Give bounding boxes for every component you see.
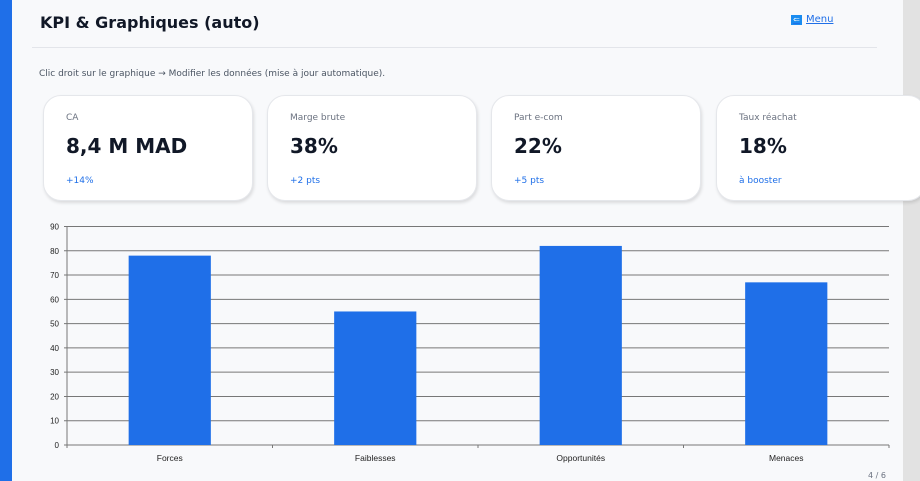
kpi-delta: +2 pts xyxy=(290,176,321,186)
back-arrow-icon: ⇐ xyxy=(791,14,802,25)
y-tick-label: 50 xyxy=(50,320,59,329)
x-tick-label: Forces xyxy=(157,453,183,463)
y-tick-label: 60 xyxy=(50,295,59,304)
kpi-delta: +14% xyxy=(66,176,94,186)
accent-bar xyxy=(0,0,12,481)
y-tick-label: 70 xyxy=(50,271,59,280)
page-title: KPI & Graphiques (auto) xyxy=(40,13,260,32)
kpi-card-marge: Marge brute 38% +2 pts xyxy=(267,95,477,201)
y-tick-label: 10 xyxy=(50,417,59,426)
x-tick-label: Menaces xyxy=(769,453,804,463)
x-tick-label: Opportunités xyxy=(556,453,605,463)
hint-text: Clic droit sur le graphique → Modifier l… xyxy=(39,69,386,79)
y-tick-label: 80 xyxy=(50,247,59,256)
kpi-label: Marge brute xyxy=(290,113,346,123)
y-tick-label: 30 xyxy=(50,368,59,377)
kpi-card-reachat: Taux réachat 18% à booster xyxy=(716,95,920,201)
kpi-delta: à booster xyxy=(739,176,782,186)
kpi-delta: +5 pts xyxy=(514,176,545,186)
kpi-label: Taux réachat xyxy=(739,113,797,123)
bar-opportunités xyxy=(539,245,622,445)
menu-link[interactable]: ⇐ Menu xyxy=(791,14,833,25)
y-tick-label: 20 xyxy=(50,392,59,401)
page-number: 4 / 6 xyxy=(868,471,886,480)
y-tick-label: 40 xyxy=(50,344,59,353)
bar-menaces xyxy=(745,282,828,445)
kpi-value: 38% xyxy=(290,134,338,158)
kpi-value: 18% xyxy=(739,134,787,158)
kpi-label: CA xyxy=(66,113,79,123)
kpi-card-ecom: Part e-com 22% +5 pts xyxy=(491,95,701,201)
kpi-value: 22% xyxy=(514,134,562,158)
bar-faiblesses xyxy=(334,311,417,445)
kpi-value: 8,4 M MAD xyxy=(66,134,188,158)
x-tick-label: Faiblesses xyxy=(355,453,396,463)
y-tick-label: 90 xyxy=(50,223,59,232)
divider xyxy=(32,47,877,48)
bar-forces xyxy=(128,255,211,445)
kpi-label: Part e-com xyxy=(514,113,563,123)
kpi-card-ca: CA 8,4 M MAD +14% xyxy=(43,95,253,201)
menu-label: Menu xyxy=(806,14,834,25)
y-tick-label: 0 xyxy=(55,441,60,450)
